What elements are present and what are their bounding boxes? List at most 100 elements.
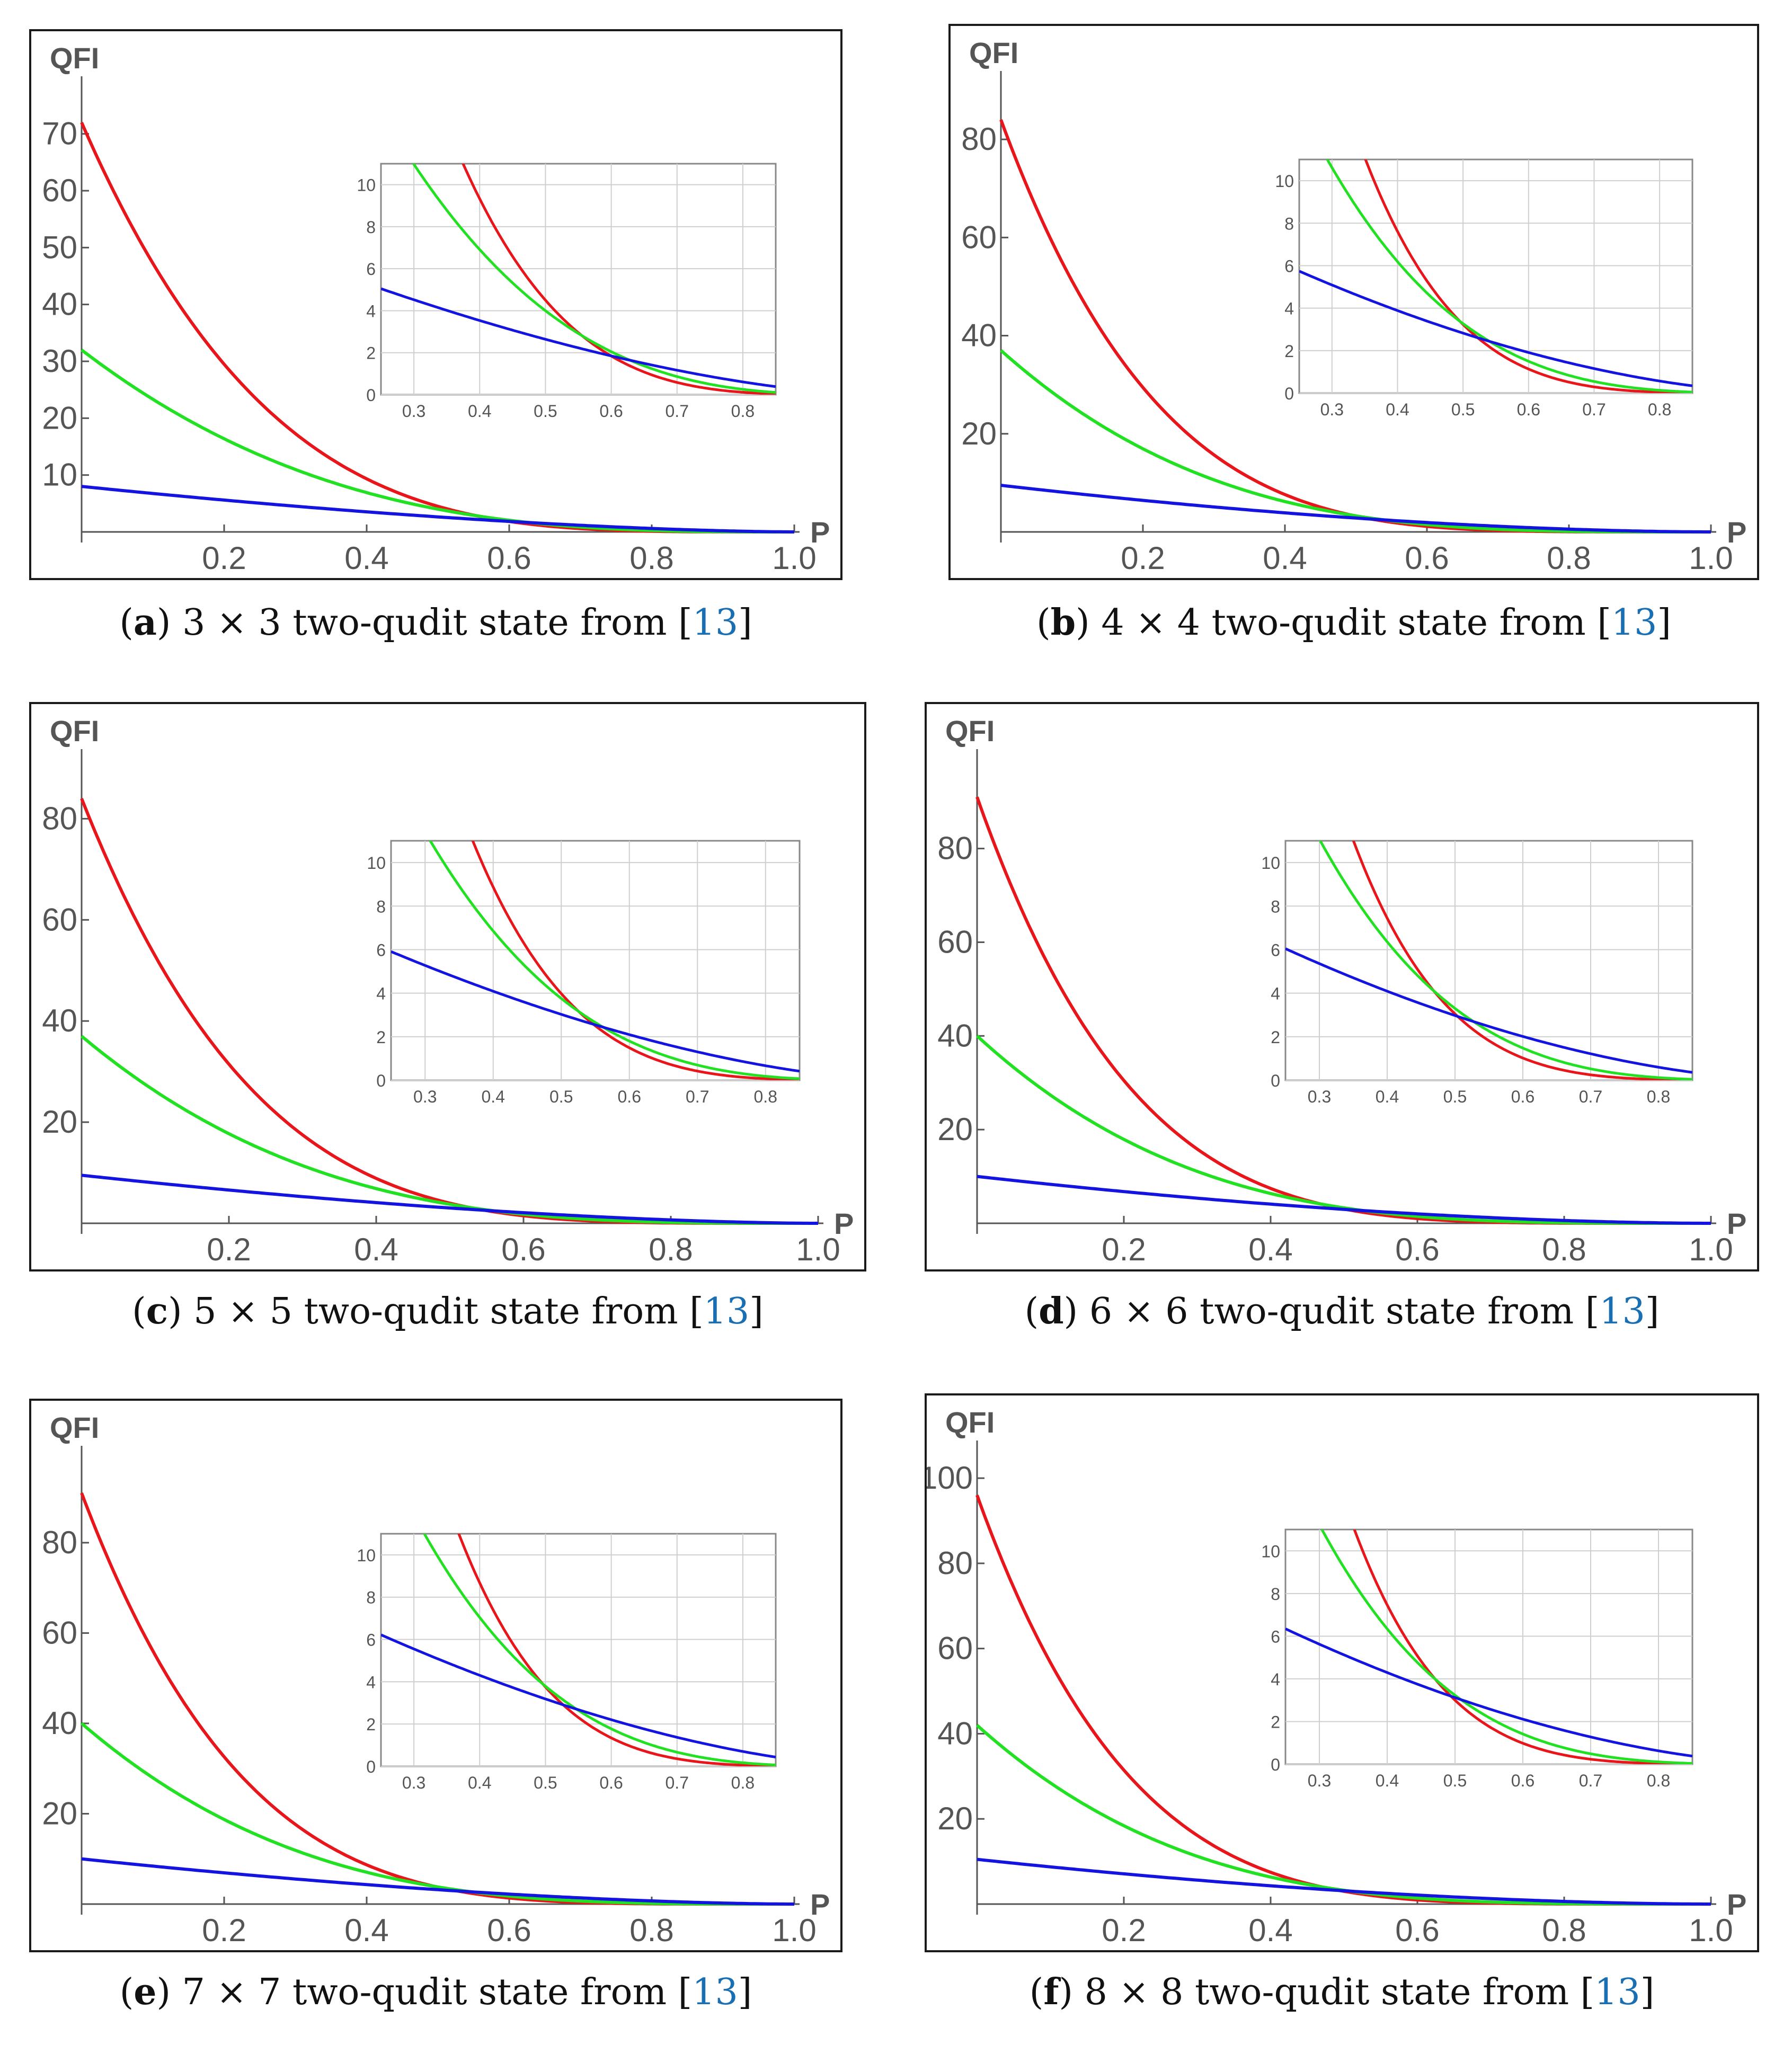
x-tick-label: 0.2 bbox=[1102, 1913, 1146, 1948]
inset-plot: 0.3 0.4 0.5 0.6 0.7 0.8 0 2 4 6 8 10 bbox=[1261, 1528, 1693, 1790]
x-tick-label: 0.4 bbox=[1263, 540, 1307, 576]
y-tick-label: 40 bbox=[937, 1715, 973, 1751]
inset-x-tick-label: 0.7 bbox=[1579, 1087, 1602, 1106]
series-line-2 bbox=[977, 1175, 1711, 1225]
y-axis-label: QFI bbox=[50, 41, 99, 75]
x-tick-label: 0.4 bbox=[354, 1232, 398, 1267]
inset-y-tick-label: 0 bbox=[376, 1071, 386, 1090]
inset-y-tick-label: 6 bbox=[1284, 256, 1294, 275]
inset-y-tick-label: 8 bbox=[1284, 214, 1294, 233]
citation-link[interactable]: 13 bbox=[692, 1971, 738, 2013]
inset-y-tick-label: 0 bbox=[366, 1757, 376, 1776]
x-tick-label: 0.2 bbox=[202, 540, 246, 576]
inset-frame bbox=[1298, 158, 1693, 394]
inset-x-tick-label: 0.5 bbox=[1443, 1771, 1467, 1790]
inset-series-line-2 bbox=[381, 1633, 776, 1759]
x-tick-label: 0.4 bbox=[344, 1913, 388, 1948]
citation-link[interactable]: 13 bbox=[1599, 1291, 1645, 1332]
inset-frame bbox=[380, 163, 777, 396]
inset-x-tick-label: 0.5 bbox=[549, 1087, 573, 1106]
x-tick-label: 1.0 bbox=[796, 1232, 840, 1267]
y-tick-label: 40 bbox=[961, 318, 997, 353]
y-axis-label: QFI bbox=[969, 36, 1018, 69]
y-tick-label: 20 bbox=[961, 416, 997, 451]
inset-y-tick-label: 6 bbox=[1271, 940, 1280, 959]
x-tick-label: 0.2 bbox=[1121, 540, 1165, 576]
x-tick-label: 0.8 bbox=[629, 1913, 673, 1948]
inset-x-tick-label: 0.7 bbox=[686, 1087, 709, 1106]
inset-y-tick-label: 8 bbox=[376, 897, 386, 916]
inset-y-tick-label: 4 bbox=[1271, 984, 1280, 1003]
citation-link[interactable]: 13 bbox=[1594, 1971, 1640, 2013]
citation-link[interactable]: 13 bbox=[703, 1291, 750, 1332]
y-tick-label: 60 bbox=[961, 219, 997, 255]
inset-y-tick-label: 2 bbox=[1284, 342, 1294, 361]
x-tick-label: 1.0 bbox=[772, 540, 816, 576]
inset-x-tick-label: 0.3 bbox=[1308, 1087, 1331, 1106]
series-line-2 bbox=[81, 1857, 794, 1906]
x-axis-label: P bbox=[810, 1888, 830, 1921]
inset-x-tick-label: 0.4 bbox=[1376, 1087, 1399, 1106]
x-tick-label: 0.2 bbox=[1102, 1232, 1146, 1267]
x-tick-label: 0.6 bbox=[1405, 540, 1449, 576]
inset-y-tick-label: 2 bbox=[1271, 1712, 1280, 1731]
inset-x-tick-label: 0.4 bbox=[468, 402, 491, 421]
caption-letter: b bbox=[1050, 601, 1076, 644]
inset-x-tick-label: 0.3 bbox=[1320, 400, 1344, 419]
inset-y-tick-label: 8 bbox=[366, 218, 376, 237]
y-tick-label: 80 bbox=[937, 831, 973, 866]
inset-y-tick-label: 2 bbox=[376, 1028, 386, 1047]
y-tick-label: 60 bbox=[937, 924, 973, 959]
caption-letter: f bbox=[1043, 1971, 1059, 2013]
inset-frame bbox=[380, 1533, 777, 1767]
inset-x-tick-label: 0.8 bbox=[731, 1773, 755, 1792]
inset-y-tick-label: 4 bbox=[376, 984, 386, 1003]
x-tick-label: 0.6 bbox=[1395, 1913, 1439, 1948]
inset-y-tick-label: 4 bbox=[366, 301, 376, 321]
x-axis-label: P bbox=[810, 515, 830, 549]
inset-x-tick-label: 0.5 bbox=[1443, 1087, 1467, 1106]
series-line-2 bbox=[1000, 484, 1711, 534]
y-tick-label: 80 bbox=[961, 121, 997, 157]
inset-x-tick-label: 0.4 bbox=[1376, 1771, 1399, 1790]
chart-panel-a: QFI P 0.2 0.4 0.6 0.8 1.0 10 20 30 40 50 60 70 0.3 0.4 0… bbox=[29, 29, 842, 580]
y-tick-label: 40 bbox=[42, 1003, 77, 1038]
inset-series-line-2 bbox=[391, 950, 800, 1073]
inset-x-tick-label: 0.5 bbox=[534, 402, 557, 421]
y-tick-label: 20 bbox=[42, 1795, 77, 1831]
x-tick-label: 0.2 bbox=[207, 1232, 251, 1267]
inset-y-tick-label: 0 bbox=[1271, 1071, 1280, 1090]
citation-link[interactable]: 13 bbox=[692, 602, 739, 644]
inset-series-line-1 bbox=[1318, 841, 1692, 1080]
citation-link[interactable]: 13 bbox=[1611, 602, 1657, 644]
y-tick-label: 60 bbox=[937, 1631, 973, 1666]
x-tick-label: 0.4 bbox=[1248, 1232, 1292, 1267]
inset-plot: 0.3 0.4 0.5 0.6 0.7 0.8 0 2 4 6 8 10 bbox=[1275, 158, 1693, 419]
inset-y-tick-label: 10 bbox=[1275, 172, 1294, 191]
inset-series-line-2 bbox=[1285, 1628, 1692, 1758]
caption-a: (a) 3 × 3 two-qudit state from [13] bbox=[119, 601, 752, 644]
series-line-2 bbox=[81, 485, 794, 534]
inset-y-tick-label: 10 bbox=[357, 1546, 376, 1565]
inset-series-line-2 bbox=[381, 287, 776, 388]
caption-b: (b) 4 × 4 two-qudit state from [13] bbox=[1036, 601, 1671, 644]
caption-e: (e) 7 × 7 two-qudit state from [13] bbox=[119, 1971, 752, 2013]
y-tick-label: 60 bbox=[42, 1615, 77, 1650]
inset-y-tick-label: 8 bbox=[366, 1588, 376, 1607]
y-tick-label: 10 bbox=[42, 457, 77, 493]
inset-y-tick-label: 4 bbox=[1284, 299, 1294, 318]
inset-x-tick-label: 0.3 bbox=[402, 1773, 425, 1792]
y-tick-label: 20 bbox=[937, 1112, 973, 1147]
inset-y-tick-label: 0 bbox=[1284, 384, 1294, 403]
y-tick-label: 40 bbox=[42, 1705, 77, 1741]
inset-y-tick-label: 4 bbox=[366, 1673, 376, 1692]
caption-d: (d) 6 × 6 two-qudit state from [13] bbox=[1024, 1290, 1660, 1332]
series-line-2 bbox=[977, 1857, 1711, 1906]
chart-panel-b: QFI P 0.2 0.4 0.6 0.8 1.0 20 40 60 80 0.3 0.4 0.5 0.6 0… bbox=[948, 24, 1759, 580]
series-line-1 bbox=[81, 349, 794, 534]
